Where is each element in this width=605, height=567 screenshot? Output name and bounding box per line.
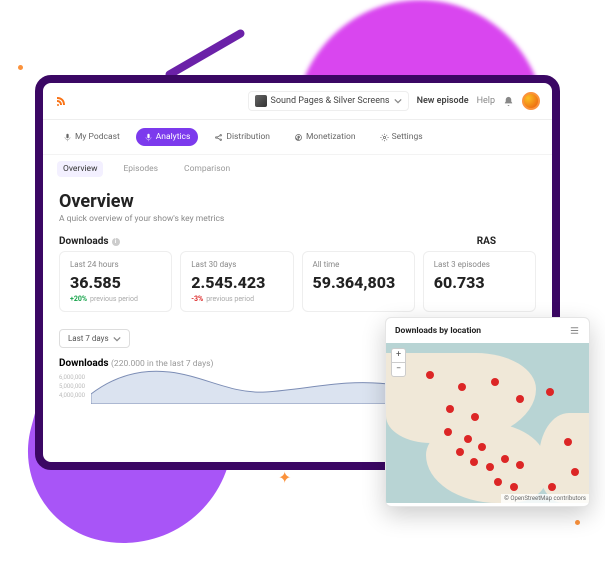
map-point xyxy=(564,438,572,446)
card-prev: previous period xyxy=(90,295,138,303)
chevron-down-icon xyxy=(113,335,121,343)
metric-card: All time 59.364,803 xyxy=(302,251,415,312)
card-label: Last 3 episodes xyxy=(434,260,525,269)
metric-card: Last 3 episodes 60.733 xyxy=(423,251,536,312)
map-point xyxy=(470,458,478,466)
sparkle-icon: ✦ xyxy=(278,468,291,487)
map-point xyxy=(546,388,554,396)
card-delta: +20% xyxy=(70,295,87,303)
bell-icon[interactable] xyxy=(503,96,514,107)
page-subtitle: A quick overview of your show's key metr… xyxy=(59,214,536,224)
gear-icon xyxy=(380,133,389,142)
map-card: Downloads by location + − © OpenStreetMa… xyxy=(385,317,590,507)
chevron-down-icon xyxy=(394,97,402,105)
tab-episodes[interactable]: Episodes xyxy=(117,161,164,177)
decor-dot xyxy=(575,520,580,525)
map-point xyxy=(571,468,579,476)
metric-cards: Last 24 hours36.585+20%previous periodLa… xyxy=(59,251,536,312)
page-title: Overview xyxy=(59,191,536,212)
section-downloads: Downloads i xyxy=(59,236,120,247)
map-point xyxy=(426,371,434,379)
show-selector[interactable]: Sound Pages & Silver Screens xyxy=(248,91,409,111)
card-label: Last 24 hours xyxy=(70,260,161,269)
map-point xyxy=(516,461,524,469)
zoom-controls: + − xyxy=(391,348,406,377)
zoom-in[interactable]: + xyxy=(392,349,405,363)
card-value: 59.364,803 xyxy=(313,273,404,292)
info-icon[interactable]: i xyxy=(112,238,120,246)
rss-icon xyxy=(55,95,67,107)
decor-stick xyxy=(164,28,246,80)
metric-card: Last 24 hours 36.585 +20%previous period xyxy=(59,251,172,312)
map-point xyxy=(486,463,494,471)
nav-analytics[interactable]: Analytics xyxy=(136,128,199,146)
nav-settings[interactable]: Settings xyxy=(372,128,431,146)
map-point xyxy=(471,413,479,421)
money-icon xyxy=(294,133,303,142)
map-point xyxy=(458,383,466,391)
card-delta: -3% xyxy=(191,295,203,303)
card-label: Last 30 days xyxy=(191,260,282,269)
map-point xyxy=(516,395,524,403)
menu-icon[interactable] xyxy=(569,325,580,336)
map-body[interactable]: + − © OpenStreetMap contributors xyxy=(386,343,589,503)
map-point xyxy=(548,483,556,491)
card-value: 36.585 xyxy=(70,273,161,292)
map-point xyxy=(494,478,502,486)
card-value: 60.733 xyxy=(434,273,525,292)
map-point xyxy=(444,428,452,436)
tab-comparison[interactable]: Comparison xyxy=(178,161,236,177)
nav-monetization[interactable]: Monetization xyxy=(286,128,364,146)
section-ras: RAS xyxy=(477,236,496,247)
card-label: All time xyxy=(313,260,404,269)
card-value: 2.545.423 xyxy=(191,273,282,292)
map-point xyxy=(464,435,472,443)
map-attribution: © OpenStreetMap contributors xyxy=(501,494,589,503)
show-cover xyxy=(255,95,267,107)
map-point xyxy=(446,405,454,413)
decor-dot xyxy=(18,65,23,70)
map-point xyxy=(456,448,464,456)
new-episode-link[interactable]: New episode xyxy=(417,96,469,106)
nav-my-podcast[interactable]: My Podcast xyxy=(55,128,128,146)
mic-icon xyxy=(144,133,153,142)
help-link[interactable]: Help xyxy=(477,96,495,106)
nav-distribution[interactable]: Distribution xyxy=(206,128,278,146)
avatar[interactable] xyxy=(522,92,540,110)
sub-tabs: Overview Episodes Comparison xyxy=(43,155,552,183)
map-point xyxy=(491,378,499,386)
map-point xyxy=(478,443,486,451)
topbar: Sound Pages & Silver Screens New episode… xyxy=(43,83,552,120)
show-name: Sound Pages & Silver Screens xyxy=(271,96,390,106)
card-prev: previous period xyxy=(206,295,254,303)
zoom-out[interactable]: − xyxy=(392,363,405,376)
range-picker[interactable]: Last 7 days xyxy=(59,329,130,348)
map-title: Downloads by location xyxy=(395,326,481,336)
mic-icon xyxy=(63,133,72,142)
share-icon xyxy=(214,133,223,142)
metric-card: Last 30 days 2.545.423 -3%previous period xyxy=(180,251,293,312)
map-point xyxy=(501,455,509,463)
tab-overview[interactable]: Overview xyxy=(57,161,103,177)
main-nav: My Podcast Analytics Distribution Moneti… xyxy=(43,120,552,155)
map-point xyxy=(510,483,518,491)
